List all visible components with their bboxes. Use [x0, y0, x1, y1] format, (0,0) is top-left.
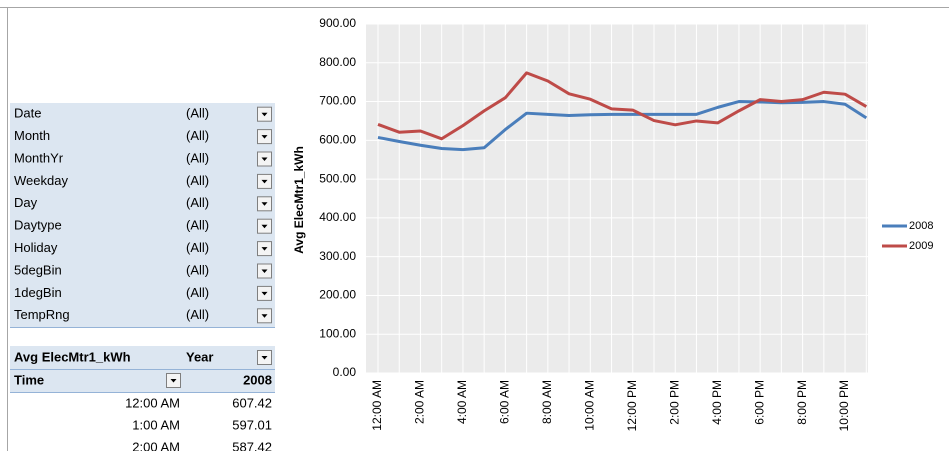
chart: Avg ElecMtr1_kWh 0.00 100.00 200.00 300.00 4…: [292, 16, 933, 431]
filter-field: Holiday: [14, 240, 58, 255]
y-tick-label: 700.00: [319, 94, 356, 108]
dropdown-arrow: [261, 112, 268, 117]
x-tick-label: 10:00 AM: [582, 380, 596, 431]
y-tick-label: 300.00: [319, 249, 356, 263]
filter-area: Date (All) Month (All) MonthYr (All) Weekday (A…: [10, 103, 275, 328]
dropdown-arrow: [261, 269, 268, 273]
x-tick-label: 4:00 PM: [710, 380, 724, 425]
legend-label: 2008: [909, 220, 933, 232]
filter-value: (All): [186, 128, 209, 143]
y-tick-label: 100.00: [319, 326, 356, 340]
dropdown-button[interactable]: [257, 218, 272, 234]
dropdown-button[interactable]: [257, 173, 272, 189]
filter-value: (All): [186, 240, 209, 255]
dropdown-arrow: [261, 157, 268, 161]
x-tick-label: 6:00 PM: [752, 380, 766, 425]
x-tick-label: 8:00 AM: [540, 380, 554, 424]
x-tick-label: 6:00 AM: [498, 380, 512, 424]
pivot-cell: 597.01: [232, 417, 272, 432]
filter-value: (All): [186, 218, 209, 233]
filter-value: (All): [186, 106, 209, 121]
y-tick-label: 400.00: [319, 210, 356, 224]
y-tick-label: 200.00: [319, 288, 356, 302]
x-tick-label: 10:00 PM: [837, 380, 851, 431]
x-tick-label: 4:00 AM: [455, 380, 469, 424]
pivot-row-label: 12:00 AM: [125, 395, 180, 410]
pivot-row-label: 2:00 AM: [132, 439, 180, 451]
y-tick-label: 800.00: [319, 55, 356, 69]
dropdown-arrow: [170, 379, 177, 383]
dropdown-arrow: [261, 179, 268, 184]
dropdown-button[interactable]: [257, 241, 272, 257]
filter-field: Day: [14, 195, 38, 210]
filter-field: 1degBin: [14, 285, 62, 300]
plot-area: [366, 24, 868, 373]
filter-field: 5degBin: [14, 262, 62, 277]
filter-value: (All): [186, 150, 209, 165]
y-tick-label: 600.00: [319, 133, 356, 147]
pivot-row-field: Time: [14, 372, 44, 387]
filter-value: (All): [186, 173, 209, 188]
filter-value: (All): [186, 195, 209, 210]
pivot-row-label: 1:00 AM: [132, 417, 180, 432]
y-tick-label: 0.00: [333, 365, 357, 379]
filter-background: [10, 103, 275, 327]
filter-field: Month: [14, 128, 50, 143]
filter-field: MonthYr: [14, 150, 64, 165]
filter-value: (All): [186, 307, 209, 322]
pivot-cell: 607.42: [232, 395, 272, 410]
filter-field: Daytype: [14, 218, 62, 233]
pivot-value-field: Avg ElecMtr1_kWh: [14, 349, 131, 364]
dropdown-arrow: [261, 135, 268, 139]
filter-field: TempRng: [14, 307, 70, 322]
dropdown-arrow: [261, 314, 268, 318]
dropdown-button[interactable]: [257, 285, 272, 301]
x-tick-label: 2:00 PM: [667, 380, 681, 425]
dropdown-button[interactable]: [257, 196, 272, 212]
x-tick-label: 8:00 PM: [795, 380, 809, 425]
filter-value: (All): [186, 285, 209, 300]
x-tick-label: 2:00 AM: [413, 380, 427, 424]
dropdown-arrow: [261, 356, 268, 360]
pivot-column-value: 2008: [243, 372, 272, 387]
dropdown-button[interactable]: [257, 308, 272, 324]
filter-field: Weekday: [14, 173, 68, 188]
y-tick-label: 900.00: [319, 16, 356, 30]
pivot-column-field: Year: [186, 349, 213, 364]
dropdown-button[interactable]: [257, 151, 272, 167]
dropdown-button[interactable]: [257, 129, 272, 145]
filter-field: Date: [14, 106, 41, 121]
filter-value: (All): [186, 262, 209, 277]
dropdown-arrow: [261, 202, 268, 206]
dropdown-arrow: [261, 291, 268, 296]
dropdown-button[interactable]: [166, 373, 181, 388]
pivot-cell: 587.42: [232, 439, 272, 451]
dropdown-arrow: [261, 224, 268, 229]
y-axis-label: Avg ElecMtr1_kWh: [292, 146, 306, 254]
pivot-table: Avg ElecMtr1_kWh Year Time 2008 12:00 AM 607.…: [10, 346, 275, 451]
dropdown-button[interactable]: [257, 350, 272, 365]
series-line: [377, 71, 868, 141]
dropdown-button[interactable]: [257, 263, 272, 279]
legend-label: 2009: [909, 240, 933, 252]
x-tick-label: 12:00 PM: [625, 380, 639, 431]
y-tick-label: 500.00: [319, 171, 356, 185]
dropdown-arrow: [261, 247, 268, 251]
x-tick-label: 12:00 AM: [370, 380, 384, 431]
dropdown-button[interactable]: [257, 106, 272, 122]
